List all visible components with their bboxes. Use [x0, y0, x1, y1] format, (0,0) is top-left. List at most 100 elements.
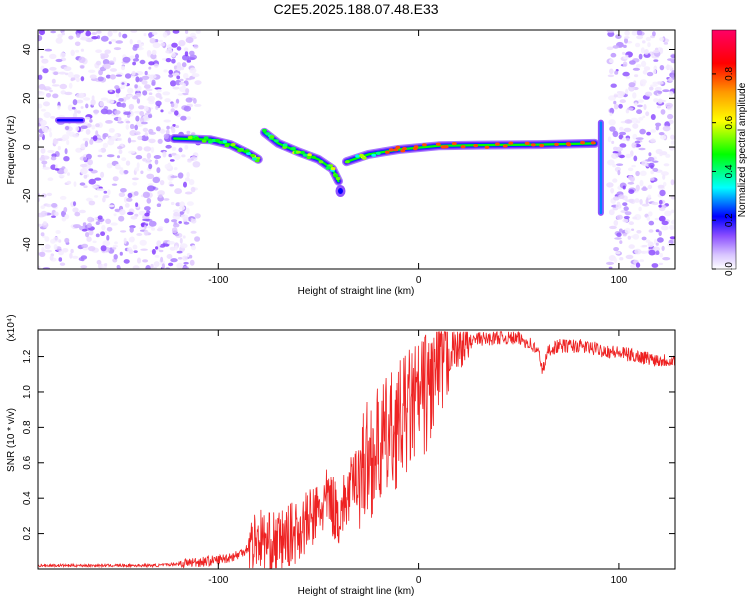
- noise-speckle: [173, 211, 180, 217]
- noise-speckle: [70, 78, 74, 82]
- noise-speckle: [127, 94, 133, 98]
- noise-speckle: [661, 171, 669, 176]
- noise-speckle: [613, 94, 618, 98]
- noise-speckle: [73, 181, 77, 187]
- noise-speckle: [188, 254, 193, 259]
- noise-speckle: [106, 154, 115, 158]
- noise-speckle: [637, 99, 644, 103]
- noise-speckle: [111, 39, 117, 42]
- feature-low-freq blob-core: [337, 187, 343, 194]
- noise-speckle: [61, 32, 65, 36]
- noise-speckle: [58, 257, 63, 262]
- noise-speckle: [186, 207, 190, 214]
- noise-speckle: [628, 221, 634, 226]
- noise-speckle: [646, 216, 651, 221]
- noise-speckle: [80, 143, 86, 150]
- noise-speckle: [628, 198, 634, 204]
- ridge-peak: [282, 145, 287, 149]
- noise-speckle: [642, 40, 646, 44]
- noise-speckle: [176, 75, 181, 80]
- noise-speckle: [121, 82, 125, 85]
- noise-speckle: [657, 184, 665, 189]
- noise-speckle: [63, 156, 70, 162]
- noise-speckle: [148, 74, 157, 79]
- ridge-line: [345, 142, 596, 163]
- noise-speckle: [634, 74, 639, 78]
- colorbar-tick-label: 0.4: [724, 164, 735, 178]
- noise-speckle: [158, 194, 163, 199]
- noise-speckle: [42, 221, 47, 226]
- noise-speckle: [652, 81, 658, 85]
- ridge-peak: [330, 167, 336, 171]
- noise-speckle: [607, 74, 615, 78]
- noise-speckle: [653, 98, 659, 103]
- noise-speckle: [161, 263, 165, 269]
- noise-speckle: [128, 103, 135, 110]
- noise-speckle: [610, 83, 617, 88]
- noise-speckle: [168, 111, 172, 115]
- chart-title: C2E5.2025.188.07.48.E33: [273, 1, 438, 17]
- noise-speckle: [103, 190, 108, 194]
- noise-speckle: [39, 30, 45, 36]
- noise-speckle: [169, 246, 176, 251]
- noise-speckle: [653, 49, 660, 54]
- top-y-axis: -40 -20 0 20 40: [22, 44, 675, 252]
- noise-speckle: [654, 86, 662, 92]
- noise-speckle: [91, 95, 95, 101]
- noise-speckle: [102, 142, 109, 148]
- noise-speckle: [85, 232, 90, 238]
- noise-speckle: [609, 126, 616, 132]
- noise-speckle: [83, 97, 91, 101]
- noise-speckle: [148, 92, 153, 95]
- noise-speckle: [128, 249, 134, 254]
- noise-speckle: [80, 163, 88, 168]
- noise-speckle: [58, 115, 65, 118]
- noise-speckle: [635, 184, 640, 191]
- noise-speckle: [94, 195, 99, 198]
- noise-speckle: [122, 56, 131, 63]
- noise-speckle: [171, 127, 176, 134]
- noise-speckle: [59, 83, 68, 90]
- noise-speckle: [123, 170, 129, 174]
- noise-speckle: [105, 120, 113, 124]
- noise-speckle: [153, 261, 160, 267]
- noise-speckle: [662, 257, 671, 261]
- noise-speckle: [83, 185, 88, 189]
- noise-speckle: [615, 203, 622, 209]
- noise-speckle: [627, 181, 635, 185]
- ridge-peak: [201, 139, 207, 143]
- noise-speckle: [609, 225, 617, 230]
- noise-speckle: [174, 245, 178, 251]
- noise-speckle: [662, 181, 667, 187]
- noise-speckle: [132, 244, 138, 250]
- noise-speckle: [134, 84, 138, 89]
- noise-speckle: [190, 230, 197, 234]
- noise-speckle: [43, 101, 50, 107]
- noise-speckle: [100, 147, 107, 153]
- noise-speckle: [656, 81, 664, 85]
- noise-speckle: [160, 256, 164, 263]
- noise-speckle: [75, 126, 80, 132]
- noise-speckle: [623, 56, 629, 60]
- ridge-peak: [384, 150, 390, 154]
- ridge-peak: [359, 153, 364, 157]
- noise-speckle: [87, 216, 94, 223]
- noise-speckle: [635, 137, 644, 141]
- noise-speckle: [141, 80, 148, 85]
- noise-speckle: [184, 177, 190, 182]
- snr-panel: -100 0 100 0.2 0.4 0.6 0.8 1.0 1.2 Height of st…: [6, 314, 676, 597]
- ridge-peak: [375, 151, 381, 155]
- noise-speckle: [670, 219, 675, 225]
- noise-speckle: [179, 201, 185, 208]
- noise-speckle: [174, 110, 179, 116]
- noise-speckle: [629, 176, 635, 183]
- noise-speckle: [176, 46, 182, 51]
- noise-speckle: [135, 155, 143, 160]
- bottom-x-axis: -100 0 100: [208, 330, 628, 586]
- noise-speckle: [100, 231, 106, 236]
- noise-speckle: [173, 102, 179, 109]
- noise-speckle: [66, 139, 70, 146]
- noise-speckle: [173, 167, 178, 171]
- noise-speckle: [137, 257, 141, 264]
- noise-speckle: [636, 30, 643, 36]
